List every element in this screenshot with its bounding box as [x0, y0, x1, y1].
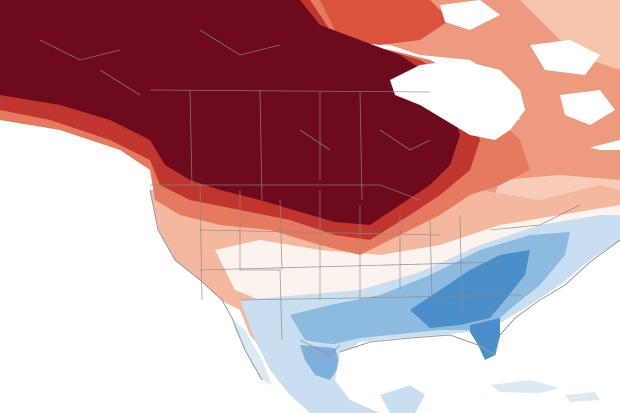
borders: [39, 29, 620, 381]
warm-extreme: [0, 0, 460, 225]
yucatan: [380, 385, 425, 413]
mexico: [255, 340, 380, 413]
hudson-bay: [390, 60, 525, 140]
cool-strong: [410, 250, 530, 328]
pacific: [0, 125, 290, 413]
caribbean: [490, 380, 600, 402]
mexico-blue: [300, 345, 340, 380]
baja: [232, 318, 272, 385]
atlantic: [495, 240, 620, 380]
gulf: [335, 335, 478, 400]
arctic-water: [440, 0, 615, 125]
neutral-band: [215, 205, 620, 300]
florida: [470, 318, 500, 360]
